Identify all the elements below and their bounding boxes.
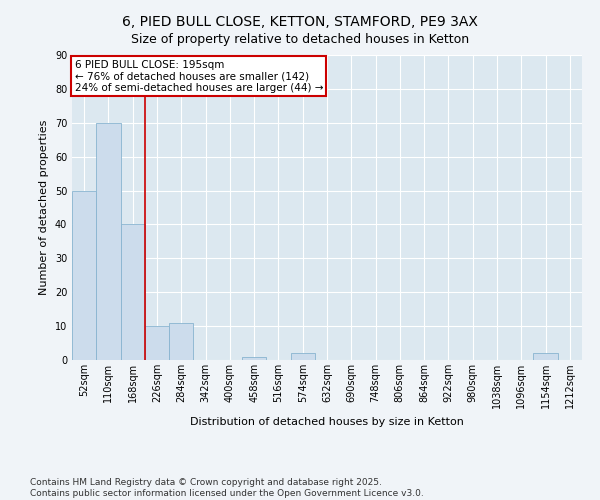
Text: Size of property relative to detached houses in Ketton: Size of property relative to detached ho… [131,32,469,46]
Bar [72,190,96,360]
Bar [533,353,558,360]
Bar [169,322,193,360]
Bar [242,356,266,360]
Bar [290,353,315,360]
X-axis label: Distribution of detached houses by size in Ketton: Distribution of detached houses by size … [190,416,464,426]
Text: 6, PIED BULL CLOSE, KETTON, STAMFORD, PE9 3AX: 6, PIED BULL CLOSE, KETTON, STAMFORD, PE… [122,15,478,29]
Bar [96,123,121,360]
Bar [121,224,145,360]
Text: Contains HM Land Registry data © Crown copyright and database right 2025.
Contai: Contains HM Land Registry data © Crown c… [30,478,424,498]
Y-axis label: Number of detached properties: Number of detached properties [39,120,49,295]
Bar [145,326,169,360]
Text: 6 PIED BULL CLOSE: 195sqm
← 76% of detached houses are smaller (142)
24% of semi: 6 PIED BULL CLOSE: 195sqm ← 76% of detac… [74,60,323,93]
